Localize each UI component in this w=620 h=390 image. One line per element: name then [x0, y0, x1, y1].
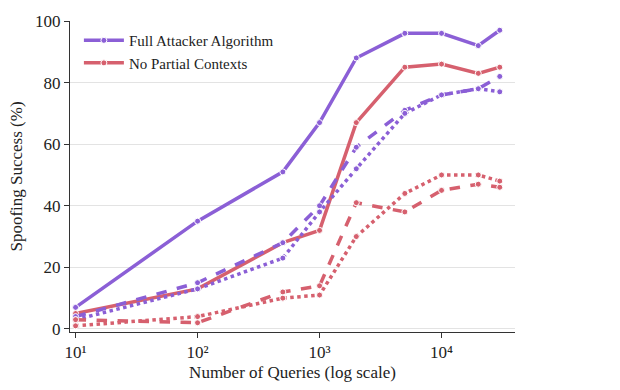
svg-text:100: 100: [35, 12, 61, 31]
svg-text:0: 0: [52, 320, 61, 339]
svg-text:Number of Queries (log scale): Number of Queries (log scale): [189, 363, 396, 382]
svg-text:10³: 10³: [309, 343, 331, 362]
svg-text:Spoofing Success (%): Spoofing Success (%): [7, 101, 26, 251]
svg-text:60: 60: [44, 135, 61, 154]
svg-text:80: 80: [44, 74, 61, 93]
svg-text:10⁴: 10⁴: [430, 343, 453, 362]
svg-text:20: 20: [44, 258, 61, 277]
svg-text:10¹: 10¹: [65, 343, 87, 362]
svg-text:No Partial Contexts: No Partial Contexts: [129, 56, 247, 72]
svg-text:40: 40: [44, 197, 61, 216]
svg-text:Full Attacker Algorithm: Full Attacker Algorithm: [129, 33, 273, 49]
svg-text:10²: 10²: [187, 343, 209, 362]
